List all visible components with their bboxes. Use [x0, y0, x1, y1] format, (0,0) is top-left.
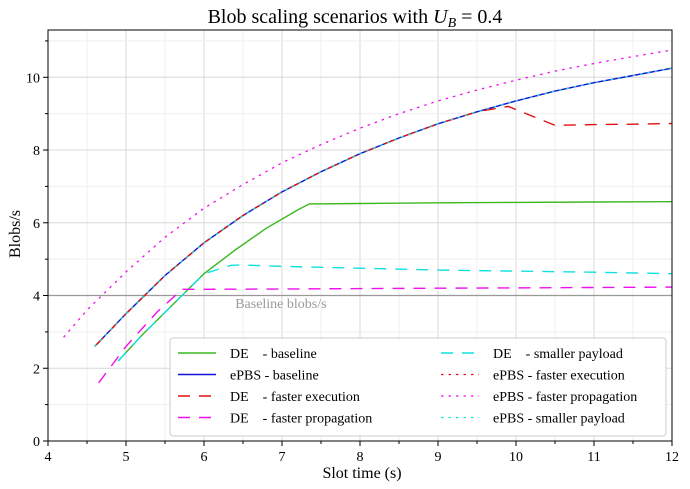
legend-entry-label: DE - baseline: [230, 347, 317, 362]
legend: DE - baseline ePBS - baseline DE - faster …: [169, 337, 667, 437]
x-tick-label: 11: [587, 450, 600, 465]
series-line-5: [94, 67, 673, 347]
x-axis-label: Slot time (s): [322, 465, 401, 482]
series-line-6: [63, 49, 673, 338]
series-line-7: [94, 67, 673, 347]
y-tick-label: 0: [33, 435, 40, 450]
legend-entry-label: ePBS - smaller payload: [493, 412, 625, 427]
x-tick-label: 4: [45, 450, 52, 465]
y-tick-label: 8: [33, 144, 40, 159]
x-tick-label: 12: [665, 450, 679, 465]
y-tick-label: 6: [33, 217, 40, 232]
series-line-0: [117, 201, 673, 362]
series-line-2: [94, 105, 673, 347]
x-tick-label: 7: [279, 450, 286, 465]
y-tick-label: 10: [26, 71, 40, 86]
series-group: [63, 49, 673, 384]
x-tick-label: 8: [357, 450, 364, 465]
y-tick-label: 4: [33, 290, 40, 305]
series-line-4: [117, 264, 673, 362]
y-tick-label: 2: [33, 362, 40, 377]
legend-entry-label: DE - faster execution: [230, 390, 360, 405]
series-line-1: [94, 67, 673, 347]
legend-entry-label: DE - smaller payload: [493, 347, 623, 362]
legend-entry-label: ePBS - faster execution: [493, 369, 625, 384]
y-axis-label: Blobs/s: [7, 210, 24, 258]
legend-box: [169, 337, 667, 437]
series-line-3: [98, 286, 673, 384]
annotations: Baseline blobs/s: [235, 297, 326, 312]
x-tick-label: 5: [123, 450, 130, 465]
x-tick-label: 9: [435, 450, 442, 465]
legend-entry-label: ePBS - faster propagation: [493, 390, 637, 405]
chart-title: Blob scaling scenarios with UB = 0.4: [208, 6, 503, 31]
baseline-annotation: Baseline blobs/s: [235, 297, 326, 312]
x-tick-label: 6: [201, 450, 208, 465]
ticks: 4 5 6 7 8 9 10 11 12 0 2 4 6 8 10: [26, 40, 679, 465]
x-tick-label: 10: [509, 450, 523, 465]
legend-entry-label: ePBS - baseline: [230, 369, 319, 384]
legend-entry-label: DE - faster propagation: [230, 412, 372, 427]
